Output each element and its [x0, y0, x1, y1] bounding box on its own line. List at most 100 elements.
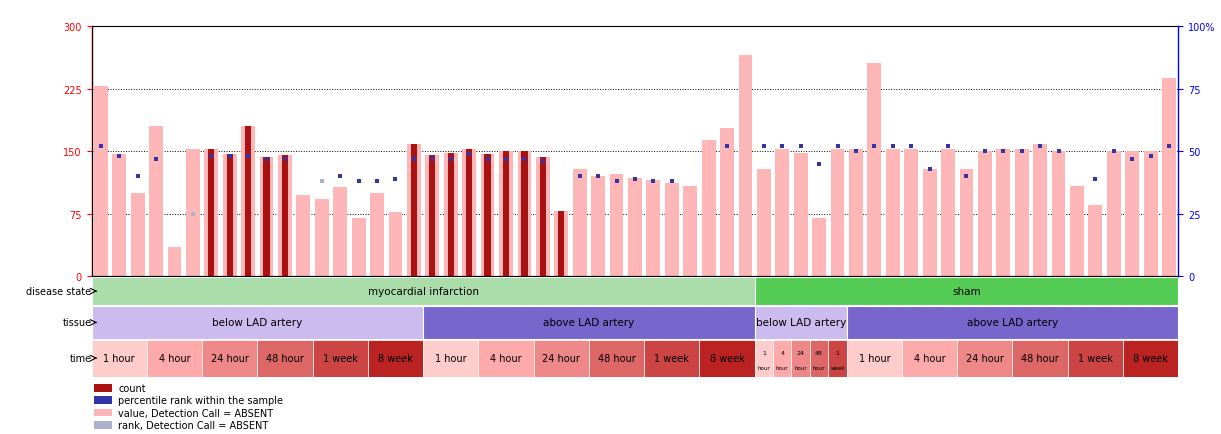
- Text: hour: hour: [813, 365, 825, 370]
- Bar: [227, 154, 233, 276]
- Bar: [646, 181, 661, 276]
- Bar: [849, 150, 863, 276]
- Bar: [810, 340, 828, 377]
- Bar: [147, 340, 203, 377]
- Bar: [775, 150, 789, 276]
- Text: 48 hour: 48 hour: [266, 353, 304, 363]
- Bar: [1070, 187, 1084, 276]
- Bar: [1088, 206, 1103, 276]
- Bar: [278, 156, 292, 276]
- Bar: [978, 151, 991, 276]
- Bar: [536, 158, 549, 276]
- Bar: [499, 151, 513, 276]
- Bar: [828, 340, 846, 377]
- Bar: [1126, 151, 1139, 276]
- Text: count: count: [118, 383, 147, 393]
- Bar: [1051, 151, 1066, 276]
- Bar: [425, 156, 440, 276]
- Bar: [902, 340, 957, 377]
- Bar: [905, 150, 918, 276]
- Bar: [1162, 79, 1176, 276]
- Bar: [540, 158, 546, 276]
- Text: 1 week: 1 week: [322, 353, 358, 363]
- Bar: [186, 150, 200, 276]
- Bar: [867, 64, 882, 276]
- Bar: [923, 170, 937, 276]
- Text: sham: sham: [952, 286, 980, 296]
- Bar: [92, 277, 755, 306]
- Text: rank, Detection Call = ABSENT: rank, Detection Call = ABSENT: [118, 420, 269, 430]
- Bar: [503, 151, 509, 276]
- Bar: [410, 145, 418, 276]
- Bar: [368, 340, 424, 377]
- Text: 24 hour: 24 hour: [542, 353, 580, 363]
- Bar: [1012, 340, 1067, 377]
- Bar: [1123, 340, 1178, 377]
- Bar: [700, 340, 755, 377]
- Bar: [1107, 151, 1121, 276]
- Bar: [960, 170, 973, 276]
- Bar: [297, 196, 310, 276]
- Text: 48 hour: 48 hour: [597, 353, 635, 363]
- Bar: [203, 340, 258, 377]
- Bar: [94, 384, 112, 391]
- Bar: [94, 409, 112, 417]
- Bar: [558, 211, 564, 276]
- Bar: [518, 151, 531, 276]
- Bar: [609, 175, 624, 276]
- Bar: [755, 306, 846, 339]
- Bar: [264, 158, 270, 276]
- Text: 1: 1: [762, 350, 766, 355]
- Bar: [702, 141, 716, 276]
- Bar: [996, 150, 1010, 276]
- Text: 1 week: 1 week: [1078, 353, 1112, 363]
- Bar: [131, 193, 144, 276]
- Bar: [554, 211, 568, 276]
- Bar: [204, 150, 219, 276]
- Bar: [755, 340, 773, 377]
- Text: 1 hour: 1 hour: [435, 353, 466, 363]
- Bar: [773, 340, 791, 377]
- Bar: [830, 150, 845, 276]
- Bar: [222, 154, 237, 276]
- Text: 8 week: 8 week: [379, 353, 413, 363]
- Bar: [209, 150, 215, 276]
- Bar: [245, 127, 252, 276]
- Bar: [957, 340, 1012, 377]
- Bar: [794, 153, 807, 276]
- Bar: [315, 200, 328, 276]
- Text: above LAD artery: above LAD artery: [967, 318, 1059, 328]
- Text: hour: hour: [795, 365, 807, 370]
- Bar: [282, 156, 288, 276]
- Bar: [573, 170, 586, 276]
- Bar: [521, 151, 527, 276]
- Bar: [791, 340, 810, 377]
- Bar: [333, 187, 347, 276]
- Text: 4: 4: [780, 350, 784, 355]
- Bar: [448, 153, 454, 276]
- Text: 4 hour: 4 hour: [490, 353, 521, 363]
- Bar: [242, 127, 255, 276]
- Text: 1 hour: 1 hour: [858, 353, 890, 363]
- Bar: [534, 340, 589, 377]
- Text: below LAD artery: below LAD artery: [212, 318, 303, 328]
- Bar: [463, 150, 476, 276]
- Text: 1 week: 1 week: [654, 353, 689, 363]
- Bar: [443, 153, 458, 276]
- Text: myocardial infarction: myocardial infarction: [368, 286, 479, 296]
- Bar: [112, 154, 126, 276]
- Bar: [370, 193, 383, 276]
- Text: hour: hour: [757, 365, 770, 370]
- Bar: [665, 183, 679, 276]
- Bar: [388, 212, 403, 276]
- Bar: [485, 154, 491, 276]
- Text: tissue: tissue: [62, 318, 92, 328]
- Bar: [258, 340, 313, 377]
- Text: 48 hour: 48 hour: [1021, 353, 1059, 363]
- Text: 48: 48: [816, 350, 823, 355]
- Bar: [886, 150, 900, 276]
- Text: value, Detection Call = ABSENT: value, Detection Call = ABSENT: [118, 408, 274, 418]
- Text: hour: hour: [777, 365, 789, 370]
- Text: 4 hour: 4 hour: [159, 353, 190, 363]
- Text: 24 hour: 24 hour: [211, 353, 249, 363]
